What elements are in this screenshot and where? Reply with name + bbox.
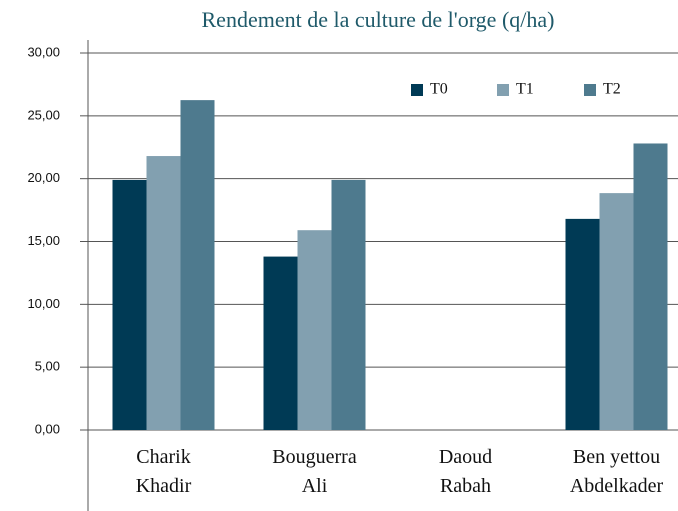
y-tick-label: 20,00 — [27, 170, 60, 185]
x-tick-label: Bouguerra Ali — [272, 446, 357, 497]
x-tick-label: Daoud Rabah — [438, 446, 493, 497]
y-tick-label: 15,00 — [27, 233, 60, 248]
bar — [146, 156, 181, 430]
legend-swatch — [411, 84, 423, 96]
y-tick-label: 25,00 — [27, 107, 60, 122]
bar — [331, 179, 366, 430]
bar — [599, 193, 634, 430]
bar — [263, 256, 298, 430]
bar — [297, 230, 332, 430]
y-tick-label: 30,00 — [27, 44, 60, 59]
bar — [633, 143, 668, 431]
y-tick-label: 10,00 — [27, 296, 60, 311]
legend-label: T2 — [603, 81, 621, 98]
y-tick-label: 0,00 — [35, 421, 60, 436]
x-tick-label: Charik Khadir — [135, 446, 192, 497]
legend-label: T0 — [430, 81, 448, 98]
bar — [565, 218, 600, 430]
chart-title: Rendement de la culture de l'orge (q/ha) — [202, 7, 555, 32]
y-tick-label: 5,00 — [35, 359, 60, 374]
legend-swatch — [584, 84, 596, 96]
x-tick-label: Ben yettou Abdelkader — [569, 446, 664, 497]
bar — [180, 100, 215, 430]
legend-swatch — [497, 84, 509, 96]
legend-label: T1 — [516, 81, 534, 98]
bar — [112, 179, 147, 430]
